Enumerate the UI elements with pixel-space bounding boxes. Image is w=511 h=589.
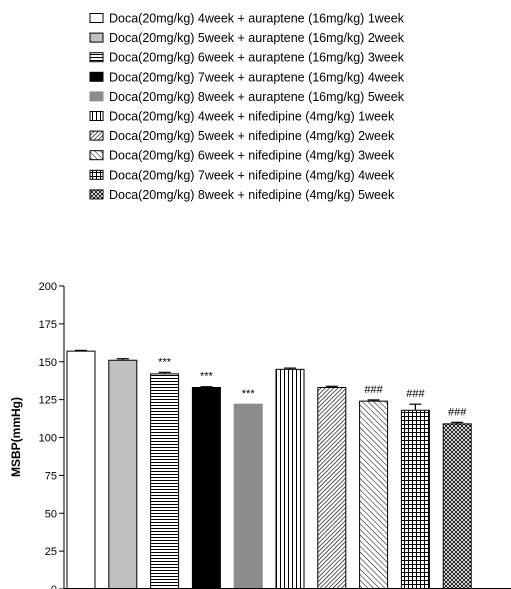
significance-label: ### bbox=[406, 388, 425, 400]
bar bbox=[151, 374, 179, 589]
bar bbox=[67, 351, 95, 589]
bar-group: ### bbox=[401, 388, 429, 589]
legend-swatch bbox=[90, 72, 103, 81]
legend-entry: Doca(20mg/kg) 8week + auraptene (16mg/kg… bbox=[109, 90, 405, 104]
bar-group: ### bbox=[360, 384, 388, 589]
legend-entry: Doca(20mg/kg) 6week + nifedipine (4mg/kg… bbox=[109, 149, 395, 163]
bar-group: *** bbox=[151, 356, 179, 589]
bar bbox=[109, 360, 137, 589]
y-axis-ticks: 0 25 50 75 100 125 150 175 200 bbox=[39, 281, 64, 589]
bars: *** *** *** ### ### ### bbox=[67, 350, 471, 589]
bar-group bbox=[109, 359, 137, 589]
legend-entry: Doca(20mg/kg) 4week + nifedipine (4mg/kg… bbox=[109, 110, 395, 124]
y-axis-label: MSBP(mmHg) bbox=[9, 397, 23, 477]
plot-area: 0 25 50 75 100 125 150 175 200 *** *** *** ### ### ##… bbox=[9, 281, 511, 589]
y-tick-label: 175 bbox=[39, 319, 57, 331]
y-tick-label: 50 bbox=[45, 508, 57, 520]
legend-swatch bbox=[90, 112, 103, 121]
legend-entry: Doca(20mg/kg) 7week + nifedipine (4mg/kg… bbox=[109, 168, 395, 182]
legend-entry: Doca(20mg/kg) 5week + auraptene (16mg/kg… bbox=[109, 31, 405, 45]
legend-swatch bbox=[90, 14, 103, 23]
bar-group: *** bbox=[234, 388, 262, 589]
legend-swatch bbox=[90, 53, 103, 62]
bar-group: *** bbox=[192, 371, 220, 589]
significance-label: *** bbox=[200, 371, 214, 383]
legend-entry: Doca(20mg/kg) 7week + auraptene (16mg/kg… bbox=[109, 70, 405, 84]
y-tick-label: 200 bbox=[39, 281, 57, 293]
bar bbox=[318, 388, 346, 589]
legend-swatch bbox=[90, 190, 103, 199]
legend-entry: Doca(20mg/kg) 8week + nifedipine (4mg/kg… bbox=[109, 188, 395, 202]
y-tick-label: 150 bbox=[39, 357, 57, 369]
y-tick-label: 75 bbox=[45, 470, 57, 482]
bar-group bbox=[276, 368, 304, 589]
y-tick-label: 25 bbox=[45, 546, 57, 558]
legend-swatch bbox=[90, 92, 103, 101]
chart-legend: Doca(20mg/kg) 4week + auraptene (16mg/kg… bbox=[90, 12, 405, 202]
bar bbox=[401, 410, 429, 589]
y-tick-label: 125 bbox=[39, 395, 57, 407]
significance-label: *** bbox=[242, 388, 256, 400]
bar bbox=[443, 424, 471, 589]
bar-group bbox=[318, 386, 346, 589]
bar-group: ### bbox=[443, 406, 471, 589]
bar bbox=[360, 401, 388, 589]
significance-label: *** bbox=[158, 356, 172, 368]
significance-label: ### bbox=[364, 384, 383, 396]
bar bbox=[276, 369, 304, 589]
legend-swatch bbox=[90, 131, 103, 140]
legend-entry: Doca(20mg/kg) 5week + nifedipine (4mg/kg… bbox=[109, 129, 395, 143]
legend-swatch bbox=[90, 170, 103, 179]
bar bbox=[234, 404, 262, 589]
legend-swatch bbox=[90, 33, 103, 42]
bar-group bbox=[67, 350, 95, 589]
bar bbox=[192, 388, 220, 589]
legend-entry: Doca(20mg/kg) 6week + auraptene (16mg/kg… bbox=[109, 51, 405, 65]
significance-label: ### bbox=[448, 406, 467, 418]
legend-entry: Doca(20mg/kg) 4week + auraptene (16mg/kg… bbox=[109, 12, 405, 26]
y-tick-label: 100 bbox=[39, 433, 57, 445]
legend-swatch bbox=[90, 151, 103, 160]
y-tick-label: 0 bbox=[51, 584, 57, 589]
